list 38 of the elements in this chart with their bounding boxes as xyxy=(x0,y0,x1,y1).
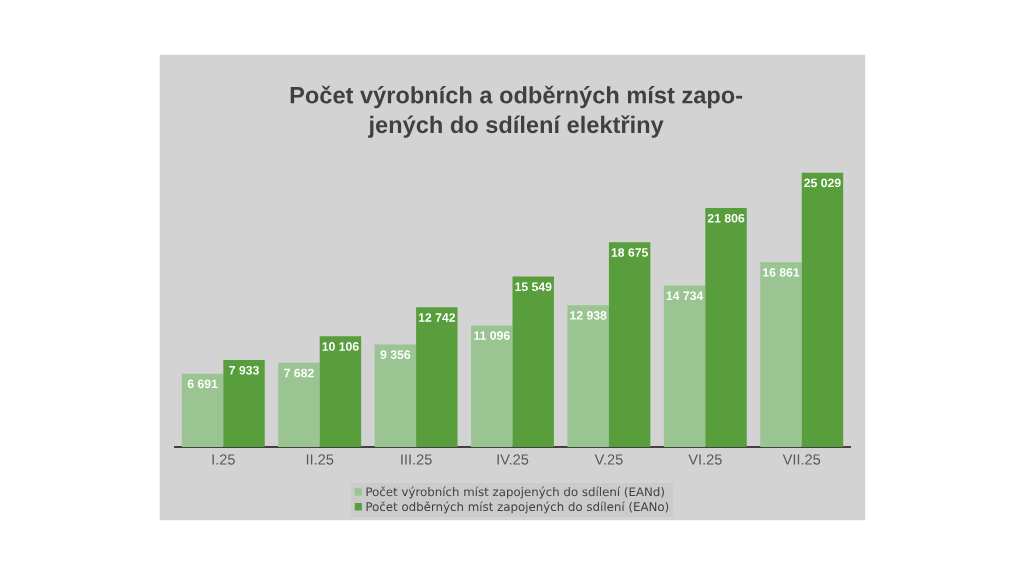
x-tick-label: V.25 xyxy=(594,454,623,465)
data-label: 7 933 xyxy=(229,365,259,375)
data-label: 14 734 xyxy=(666,291,704,301)
data-label: 21 806 xyxy=(707,213,745,223)
data-label: 25 029 xyxy=(804,178,841,188)
bar xyxy=(567,305,609,447)
bar xyxy=(374,344,417,447)
data-label: 12 938 xyxy=(570,311,607,320)
data-label: 16 861 xyxy=(763,268,800,277)
data-label: 6 691 xyxy=(187,379,218,389)
legend-label: Počet odběrných míst zapojených do sdílení (EANo) xyxy=(366,501,669,514)
bar xyxy=(416,307,458,447)
data-label: 9 356 xyxy=(380,350,411,359)
bar xyxy=(608,242,651,447)
data-label: 12 742 xyxy=(418,313,456,322)
bar xyxy=(512,276,554,447)
data-label: 7 682 xyxy=(284,368,314,378)
data-label: 11 096 xyxy=(474,331,510,340)
x-tick-label: VI.25 xyxy=(688,454,722,465)
bar xyxy=(181,373,224,447)
bar xyxy=(801,172,844,447)
data-label: 15 549 xyxy=(515,282,552,292)
bar xyxy=(663,285,706,447)
bar xyxy=(760,262,802,447)
bar xyxy=(471,325,513,447)
bar xyxy=(278,362,320,447)
x-tick-label: VII.25 xyxy=(782,454,821,465)
chart-title: Počet výrobních a odběrných míst zapo- jených do sdílení elektřiny xyxy=(290,85,743,138)
x-tick-label: IV.25 xyxy=(497,454,529,465)
legend-label: Počet výrobních míst zapojených do sdílení (EANd) xyxy=(366,486,664,499)
data-label: 10 106 xyxy=(322,342,359,351)
x-tick-label: II.25 xyxy=(306,454,334,465)
x-tick-label: III.25 xyxy=(401,454,432,465)
bar xyxy=(319,336,362,447)
bar xyxy=(223,360,265,447)
x-tick-label: I.25 xyxy=(212,454,235,465)
bar xyxy=(705,208,747,447)
data-label: 18 675 xyxy=(611,248,648,257)
